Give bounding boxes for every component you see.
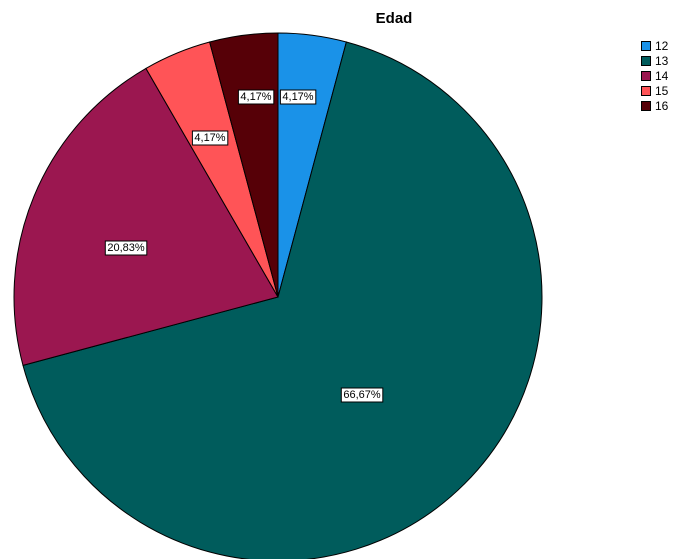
data-label-16: 4,17%: [237, 89, 275, 105]
data-label-15: 4,17%: [191, 130, 229, 146]
data-label-14: 20,83%: [104, 240, 148, 256]
legend-label: 13: [655, 53, 669, 68]
legend-label: 15: [655, 83, 669, 98]
data-label-12: 4,17%: [279, 89, 317, 105]
legend-label: 16: [655, 98, 669, 113]
pie-slice-14: [13, 67, 279, 366]
data-label-13: 66,67%: [340, 387, 384, 403]
data-label-text: 4,17%: [194, 132, 225, 144]
chart-title: Edad: [375, 10, 413, 27]
legend-swatch: [641, 70, 651, 81]
data-label-box: [237, 89, 275, 105]
legend-swatch: [641, 55, 651, 66]
legend-swatch: [641, 85, 651, 96]
data-label-text: 4,17%: [282, 91, 313, 103]
legend-swatch: [641, 40, 651, 51]
data-label-text: 4,17%: [240, 91, 271, 103]
data-label-box: [191, 130, 229, 146]
legend-item-16: 16: [641, 98, 668, 113]
legend-label: 14: [655, 68, 669, 83]
legend-label: 12: [655, 38, 669, 53]
legend-item-15: 15: [641, 83, 668, 98]
data-label-text: 66,67%: [343, 389, 381, 401]
legend-item-12: 12: [641, 38, 668, 53]
data-label-box: [104, 240, 148, 256]
pie-slice-13: [22, 41, 543, 559]
legend-item-13: 13: [641, 53, 668, 68]
data-label-box: [279, 89, 317, 105]
legend-item-14: 14: [641, 68, 668, 83]
data-label-text: 20,83%: [107, 242, 145, 254]
data-label-box: [340, 387, 384, 403]
chart-legend: 12 13 14 15 16: [641, 38, 668, 113]
legend-swatch: [641, 100, 651, 111]
